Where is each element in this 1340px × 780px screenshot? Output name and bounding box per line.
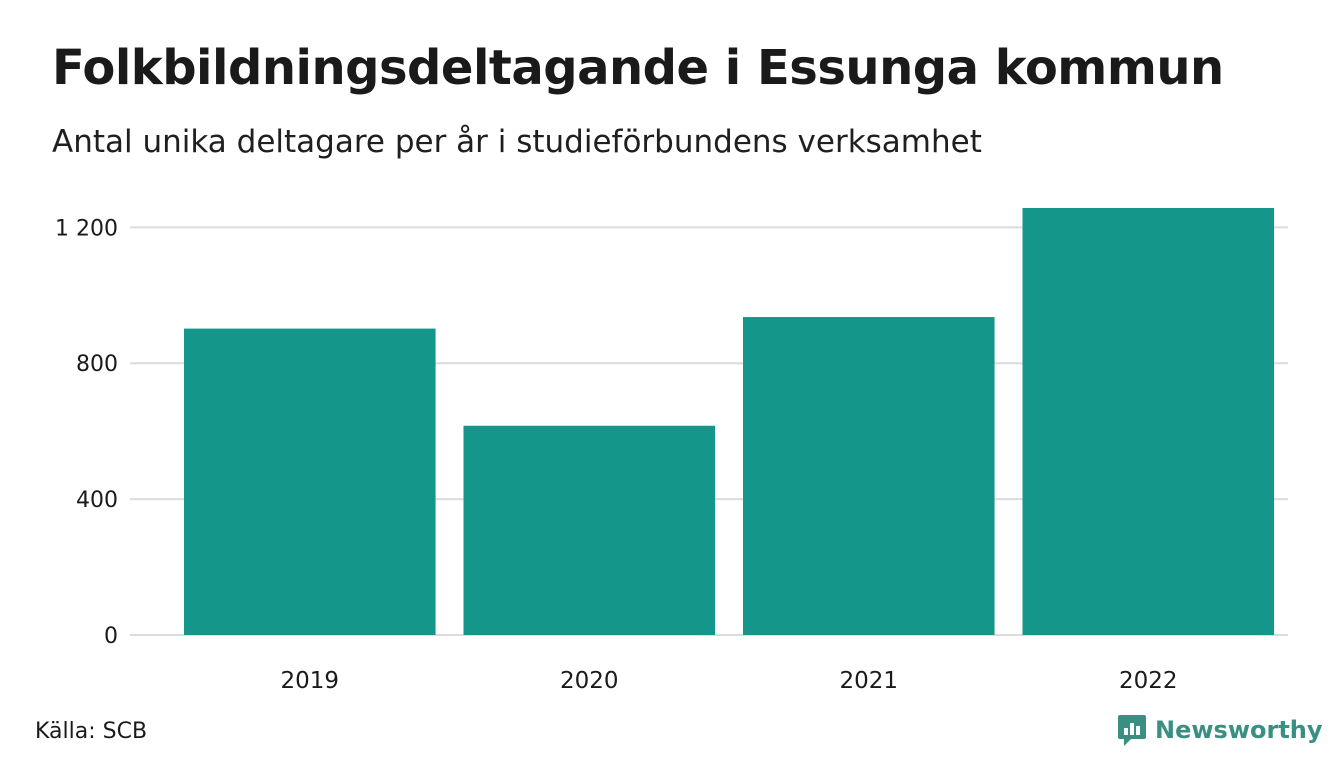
- x-axis-ticks: 2019 2020 2021 2022: [281, 668, 1178, 694]
- y-tick-label: 0: [104, 624, 118, 649]
- source-note: Källa: SCB: [35, 719, 148, 744]
- y-tick-label: 400: [76, 488, 118, 513]
- newsworthy-logo-icon: [1118, 715, 1146, 746]
- bar-2019: [184, 328, 436, 635]
- x-tick-label: 2022: [1119, 668, 1178, 694]
- x-tick-label: 2019: [281, 668, 340, 694]
- brand-name: Newsworthy: [1155, 716, 1323, 744]
- chart-subtitle: Antal unika deltagare per år i studieför…: [52, 124, 982, 160]
- bars: [184, 208, 1275, 635]
- x-tick-label: 2020: [560, 668, 619, 694]
- y-tick-label: 800: [76, 352, 118, 377]
- bar-2020: [463, 425, 716, 635]
- y-axis-ticks: 0 400 800 1 200: [55, 216, 118, 649]
- chart-title: Folkbildningsdeltagande i Essunga kommun: [52, 40, 1224, 96]
- y-tick-label: 1 200: [55, 216, 118, 241]
- brand-logo: Newsworthy: [1117, 713, 1323, 747]
- bar-2022: [1022, 208, 1275, 635]
- bar-2021: [743, 317, 995, 635]
- x-tick-label: 2021: [840, 668, 899, 694]
